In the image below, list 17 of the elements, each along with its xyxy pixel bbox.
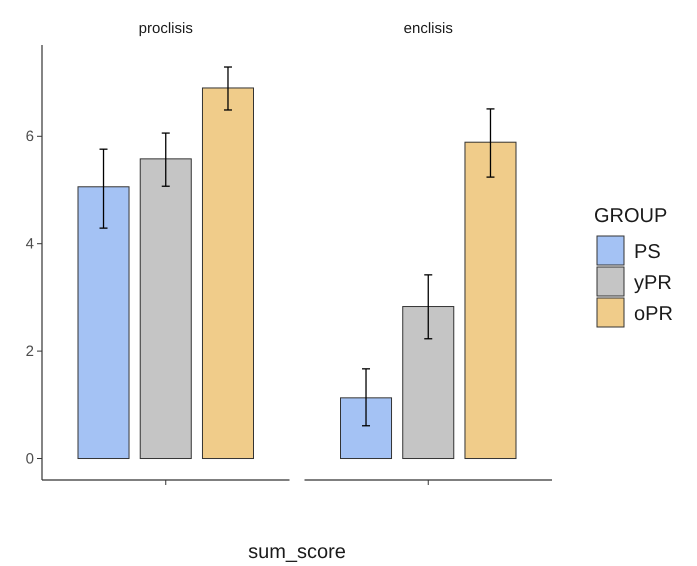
x-axis-title: sum_score (248, 541, 346, 563)
x-tick-label: enclisis (404, 20, 453, 37)
bar (402, 306, 454, 460)
x-tick-label: proclisis (138, 20, 193, 37)
legend-label: PS (634, 241, 661, 263)
y-tick-label: 0 (26, 450, 34, 468)
legend-title: GROUP (594, 205, 668, 227)
bar (340, 397, 392, 460)
y-tick-label: 6 (26, 128, 34, 146)
bar (78, 186, 130, 460)
y-tick-label: 4 (26, 236, 34, 253)
y-tick-label: 2 (26, 342, 34, 360)
legend-label: yPR (634, 272, 672, 294)
bar (140, 158, 192, 460)
bar (202, 87, 254, 460)
legend-label: oPR (634, 303, 673, 325)
bar (464, 142, 516, 460)
